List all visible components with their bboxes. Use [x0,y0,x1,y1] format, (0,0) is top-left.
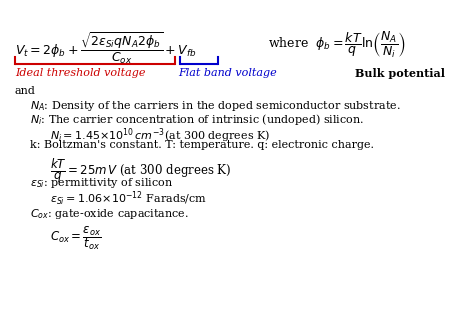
Text: $\varepsilon_{Si} = 1.06{\times}10^{-12}$ Farads/cm: $\varepsilon_{Si} = 1.06{\times}10^{-12}… [50,190,207,208]
Text: and: and [15,86,36,96]
Text: $C_{ox}$: gate-oxide capacitance.: $C_{ox}$: gate-oxide capacitance. [30,207,189,221]
Text: $\dfrac{kT}{q} = 25m\,V$ (at 300 degrees K): $\dfrac{kT}{q} = 25m\,V$ (at 300 degrees… [50,157,231,185]
Text: Ideal threshold voltage: Ideal threshold voltage [15,68,146,78]
Text: where  $\phi_b = \dfrac{kT}{q}\ln\!\left(\dfrac{N_A}{N_i}\right)$: where $\phi_b = \dfrac{kT}{q}\ln\!\left(… [268,30,406,60]
Text: $\varepsilon_{Si}$: permittivity of silicon: $\varepsilon_{Si}$: permittivity of sili… [30,176,173,190]
Text: $N_i$: The carrier concentration of intrinsic (undoped) silicon.: $N_i$: The carrier concentration of intr… [30,112,364,127]
Text: $C_{ox} = \dfrac{\varepsilon_{ox}}{t_{ox}}$: $C_{ox} = \dfrac{\varepsilon_{ox}}{t_{ox… [50,224,101,252]
Text: k: Boltzman's constant. T: temperature. q: electronic charge.: k: Boltzman's constant. T: temperature. … [30,140,374,150]
Text: $N_A$: Density of the carriers in the doped semiconductor substrate.: $N_A$: Density of the carriers in the do… [30,99,401,113]
Text: Flat band voltage: Flat band voltage [178,68,277,78]
Text: $V_t = 2\phi_b + \dfrac{\sqrt{2\varepsilon_{Si}qN_A 2\phi_b}}{C_{ox}} + V_{fb}$: $V_t = 2\phi_b + \dfrac{\sqrt{2\varepsil… [15,30,197,66]
Text: Bulk potential: Bulk potential [355,68,445,79]
Text: $N_i = 1.45{\times}10^{10}\,cm^{-3}$(at 300 degrees K): $N_i = 1.45{\times}10^{10}\,cm^{-3}$(at … [50,126,270,144]
